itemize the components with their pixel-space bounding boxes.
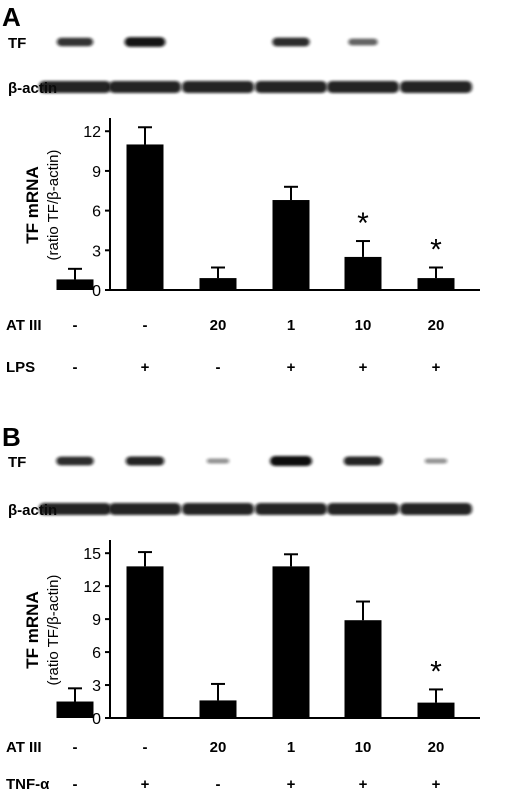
treatment-value: - (216, 776, 221, 793)
treatment-value: 20 (210, 739, 227, 756)
treatment-row-label: LPS (6, 359, 35, 376)
tf-band (343, 456, 383, 466)
treatment-value: 20 (428, 317, 445, 334)
bar (199, 700, 237, 718)
treatment-value: - (143, 317, 148, 334)
tf-band (124, 37, 166, 47)
treatment-value: + (432, 359, 441, 376)
actin-band (182, 503, 254, 515)
bar (272, 566, 310, 718)
actin-band (327, 503, 399, 515)
bar (56, 701, 94, 718)
significance-star: * (430, 234, 442, 267)
y-tick-label: 12 (83, 124, 101, 141)
y-tick-label: 0 (92, 283, 101, 300)
y-tick-label: 6 (92, 204, 101, 221)
treatment-value: 10 (355, 739, 372, 756)
bar (56, 279, 94, 290)
bar (126, 566, 164, 718)
treatment-row-label: AT III (6, 739, 42, 756)
y-axis-label: TF mRNA (ratio TF/β-actin) (23, 150, 62, 261)
treatment-value: - (216, 359, 221, 376)
tf-band (272, 37, 310, 47)
bar (272, 200, 310, 290)
treatment-value: + (287, 359, 296, 376)
actin-band (327, 81, 399, 93)
y-tick-label: 9 (92, 164, 101, 181)
y-tick-label: 0 (92, 711, 101, 728)
panel-letter: A (2, 2, 21, 32)
y-axis-label-line2: (ratio TF/β-actin) (45, 150, 62, 261)
y-tick-label: 15 (83, 546, 101, 563)
bar (344, 256, 382, 290)
y-tick-label: 6 (92, 645, 101, 662)
actin-band (400, 81, 472, 93)
treatment-value: 20 (428, 739, 445, 756)
treatment-value: + (141, 776, 150, 793)
y-axis-label-line1: TF mRNA (23, 166, 42, 243)
tf-band (56, 37, 94, 47)
treatment-value: 10 (355, 317, 372, 334)
bar (344, 620, 382, 718)
bar (417, 278, 455, 290)
treatment-value: 1 (287, 317, 295, 334)
actin-band (255, 503, 327, 515)
treatment-value: + (359, 359, 368, 376)
tf-band (125, 456, 165, 466)
tf-band (348, 38, 378, 46)
treatment-value: - (73, 359, 78, 376)
treatment-value: - (143, 739, 148, 756)
treatment-row-label: TNF-α (6, 776, 50, 793)
treatment-value: - (73, 776, 78, 793)
tf-band (56, 456, 94, 466)
y-axis-label: TF mRNA (ratio TF/β-actin) (23, 575, 62, 686)
tf-band (206, 458, 230, 464)
panel-letter: B (2, 422, 21, 452)
treatment-value: 20 (210, 317, 227, 334)
bar (126, 144, 164, 290)
treatment-value: + (432, 776, 441, 793)
actin-band (255, 81, 327, 93)
treatment-value: + (359, 776, 368, 793)
actin-band (109, 503, 181, 515)
tf-band (270, 456, 312, 466)
actin-band (109, 81, 181, 93)
significance-star: * (357, 207, 369, 240)
treatment-value: + (287, 776, 296, 793)
actin-band (39, 503, 111, 515)
significance-star: * (430, 655, 442, 688)
blot-label-tf: TF (8, 454, 26, 471)
treatment-value: - (73, 317, 78, 334)
y-tick-label: 12 (83, 579, 101, 596)
actin-band (182, 81, 254, 93)
bar (199, 278, 237, 290)
treatment-value: 1 (287, 739, 295, 756)
actin-band (400, 503, 472, 515)
blot-label-tf: TF (8, 35, 26, 52)
y-tick-label: 9 (92, 612, 101, 629)
y-axis-label-line1: TF mRNA (23, 591, 42, 668)
tf-band (424, 458, 448, 464)
y-tick-label: 3 (92, 243, 101, 260)
treatment-value: - (73, 739, 78, 756)
treatment-row-label: AT III (6, 317, 42, 334)
actin-band (39, 81, 111, 93)
y-axis-label-line2: (ratio TF/β-actin) (45, 575, 62, 686)
y-tick-label: 3 (92, 678, 101, 695)
bar (417, 702, 455, 718)
treatment-value: + (141, 359, 150, 376)
